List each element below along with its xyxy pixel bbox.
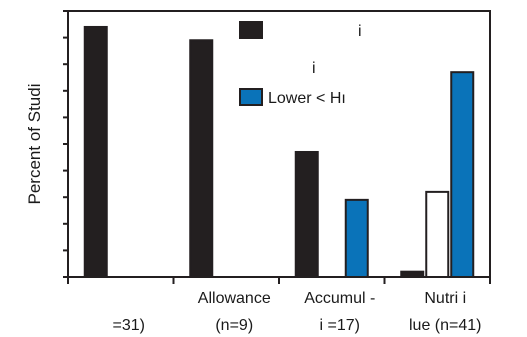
x-label-line2-2: i =17)	[320, 317, 360, 334]
legend-label-0: i	[358, 23, 362, 40]
bar-black-1	[189, 39, 214, 279]
legend-swatch-0	[239, 21, 263, 39]
x-label-line2-0: =31)	[113, 317, 145, 334]
bar-white-3	[425, 190, 450, 279]
legend-label-2: Lower < Hı	[268, 90, 346, 107]
bar-black-2	[294, 150, 319, 278]
bar-black-3	[400, 270, 425, 278]
bar-black-0	[83, 25, 108, 278]
x-label-line2-3: lue (n=41)	[409, 317, 482, 334]
y-axis-label: Percent of Studi	[25, 84, 44, 205]
bar-blue-2	[344, 198, 369, 278]
bars	[83, 25, 475, 279]
x-axis-ticks	[67, 277, 491, 284]
legend-swatch-2	[239, 88, 263, 106]
x-label-line2-1: (n=9)	[215, 317, 253, 334]
x-label-line1-3: Nutri i	[424, 290, 466, 307]
legend: i i Lower < Hı	[239, 21, 362, 107]
bar-blue-3	[450, 71, 475, 279]
x-axis-labels: =31) Allowance (n=9) Accumul - i =17) Nutri i…	[113, 290, 482, 334]
x-label-line1-2: Accumul -	[304, 290, 375, 307]
legend-label-1: i	[312, 60, 316, 77]
x-label-line1-1: Allowance	[198, 290, 271, 307]
